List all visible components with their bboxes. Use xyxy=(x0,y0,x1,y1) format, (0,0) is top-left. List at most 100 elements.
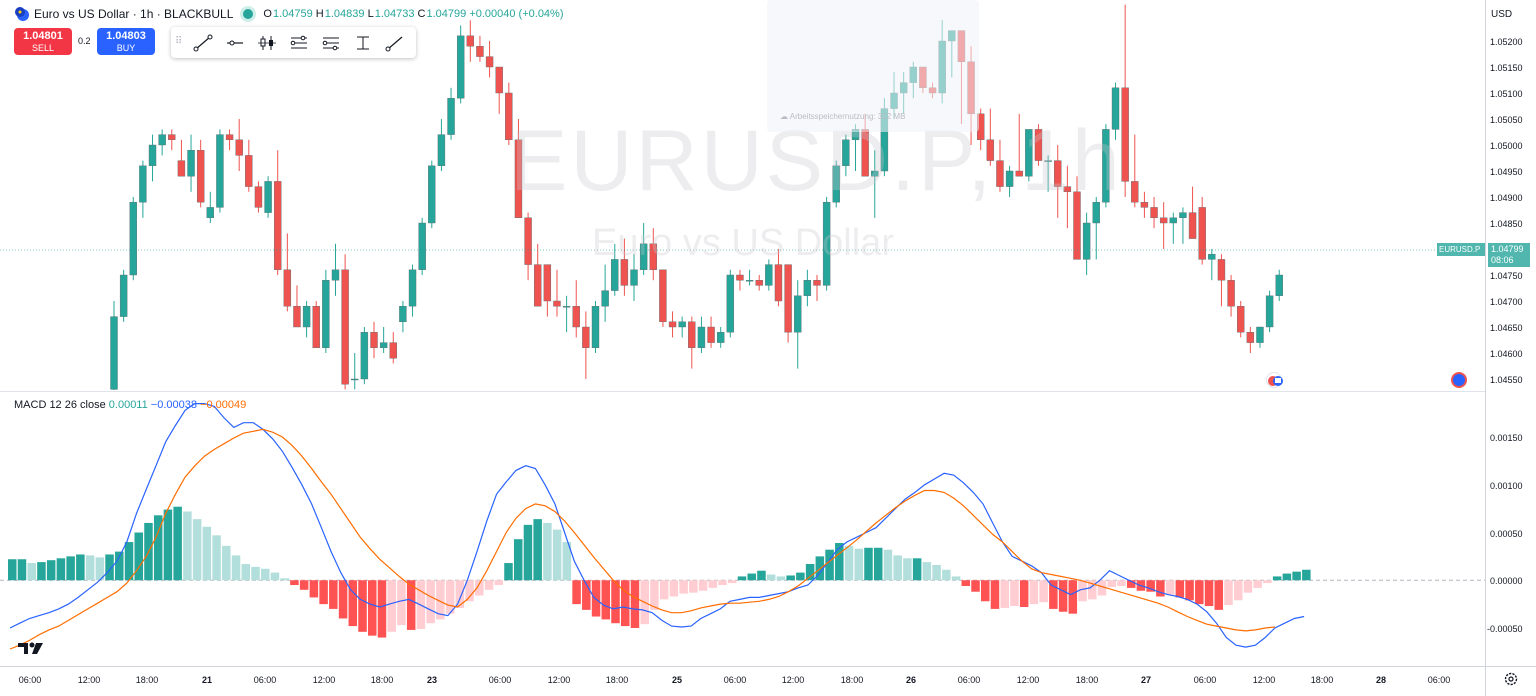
currency-selector[interactable]: USD ⌄ xyxy=(1487,5,1536,23)
macd-legend[interactable]: MACD 12 26 close 0.00011 −0.00038 −0.000… xyxy=(14,399,246,411)
buy-button[interactable]: 1.04803 BUY xyxy=(97,28,155,55)
macd-histogram-bar xyxy=(620,580,630,627)
price-range-icon[interactable] xyxy=(349,31,377,55)
macd-histogram-bar xyxy=(1117,580,1126,586)
time-tick-label: 06:00 xyxy=(1194,675,1217,685)
candle-body xyxy=(1169,217,1178,224)
macd-histogram-bar xyxy=(747,573,756,581)
candle-body xyxy=(582,326,590,348)
sell-button[interactable]: 1.04801 SELL xyxy=(14,28,72,55)
candle-body xyxy=(716,332,725,343)
bearish-candle xyxy=(389,332,397,364)
macd-histogram-bar xyxy=(27,563,36,581)
macd-histogram-bar xyxy=(475,580,484,596)
chart-settings-icon[interactable] xyxy=(1503,671,1519,687)
macd-histogram-bar xyxy=(1175,580,1185,598)
sell-label: SELL xyxy=(31,43,55,53)
candle-body xyxy=(1111,87,1120,130)
macd-histogram-bar xyxy=(183,511,192,581)
candle-body xyxy=(302,306,311,328)
macd-histogram-bar xyxy=(1156,580,1165,597)
market-status-icon[interactable] xyxy=(243,9,254,19)
price-tick-label: 1.04600 xyxy=(1490,349,1523,359)
bullish-candle xyxy=(399,301,407,333)
price-tick-label: 1.04850 xyxy=(1490,219,1523,229)
ohlc-values: O1.04759 H1.04839 L1.04733 C1.04799 +0.0… xyxy=(263,8,564,20)
bearish-candle xyxy=(524,212,532,281)
bullish-candle xyxy=(745,269,754,286)
macd-histogram-bar xyxy=(377,580,387,638)
macd-histogram-bar xyxy=(1078,580,1087,602)
time-tick-label: 12:00 xyxy=(1017,675,1040,685)
bearish-candle xyxy=(1188,186,1197,239)
candle-body xyxy=(254,186,263,208)
time-tick-label: 06:00 xyxy=(19,675,42,685)
candle-body xyxy=(177,160,186,177)
chart-title[interactable]: Euro vs US Dollar · 1h · BLACKBULL xyxy=(34,7,234,21)
candles-icon[interactable] xyxy=(253,31,281,55)
bearish-candle xyxy=(283,233,292,312)
trend-line-icon[interactable] xyxy=(189,31,217,55)
time-tick-label: 27 xyxy=(1141,675,1151,685)
tradingview-logo[interactable] xyxy=(17,640,45,656)
macd-histogram-bar xyxy=(153,515,163,581)
candle-body xyxy=(591,306,600,349)
macd-axis: 0.00150 0.00100 0.00050 0.00000 -0.00050 xyxy=(1487,433,1523,634)
macd-histogram-bar xyxy=(270,572,280,581)
bearish-candle xyxy=(168,129,176,151)
candle-body xyxy=(1131,181,1139,203)
bearish-candle xyxy=(813,275,821,301)
candle-body xyxy=(351,378,359,381)
economic-event-icon[interactable] xyxy=(1266,372,1283,388)
candle-body xyxy=(668,321,677,328)
drawing-toolbar[interactable]: ⠿ xyxy=(171,27,416,58)
chart-header[interactable]: Euro vs US Dollar · 1h · BLACKBULL O1.04… xyxy=(14,5,564,23)
bullish-candle xyxy=(803,269,812,307)
macd-histogram-bar xyxy=(1272,576,1282,581)
candle-body xyxy=(158,134,166,146)
ray-icon[interactable] xyxy=(381,31,409,55)
bullish-candle xyxy=(1092,197,1100,260)
bullish-candle xyxy=(1111,82,1120,140)
macd-histogram-bar xyxy=(873,547,883,581)
drag-handle-icon[interactable]: ⠿ xyxy=(175,35,183,47)
macd-histogram-bar xyxy=(650,580,659,610)
horizontal-line-icon[interactable] xyxy=(221,31,249,55)
short-position-icon[interactable] xyxy=(317,31,345,55)
candle-body xyxy=(495,66,503,94)
macd-histogram-bar xyxy=(1195,580,1204,605)
candle-body xyxy=(784,264,792,333)
chevron-down-icon: ⌄ xyxy=(1534,9,1536,20)
candle-body xyxy=(1217,259,1226,281)
bullish-candle xyxy=(119,269,128,322)
candle-body xyxy=(572,306,580,328)
long-position-icon[interactable] xyxy=(285,31,313,55)
candle-body xyxy=(187,149,195,177)
bullish-candle xyxy=(1256,326,1264,348)
time-tick-label: 18:00 xyxy=(1076,675,1099,685)
candle-body xyxy=(196,149,205,203)
sell-price: 1.04801 xyxy=(23,30,63,42)
time-tick-label: 18:00 xyxy=(136,675,159,685)
bearish-candle xyxy=(543,264,552,317)
time-tick-label: 06:00 xyxy=(958,675,981,685)
macd-histogram-bar xyxy=(124,542,134,581)
macd-histogram-bar xyxy=(990,580,1000,609)
candle-body xyxy=(312,306,320,349)
macd-histogram-bar xyxy=(533,519,542,581)
candle-body xyxy=(620,259,629,286)
macd-histogram-bar xyxy=(766,574,776,581)
bullish-candle xyxy=(1208,249,1216,281)
candle-body xyxy=(168,134,176,141)
us-flag-icon[interactable] xyxy=(1451,372,1467,388)
bullish-candle xyxy=(716,327,725,348)
bullish-candle xyxy=(630,254,638,301)
macd-histogram-bar xyxy=(698,580,708,591)
candle-body xyxy=(813,280,821,286)
macd-histogram-bar xyxy=(1243,580,1253,593)
macd-histogram-bar xyxy=(1224,580,1233,606)
macd-histogram-bar xyxy=(942,569,951,581)
bearish-candle xyxy=(784,264,792,343)
